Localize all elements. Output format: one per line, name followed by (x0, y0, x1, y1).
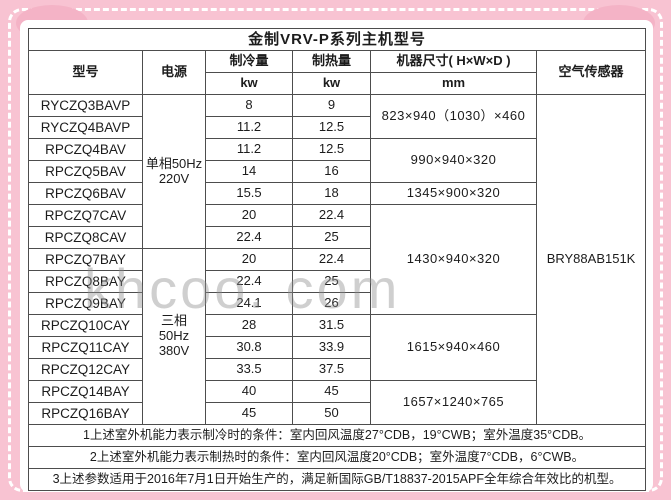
cooling-cell: 15.5 (205, 182, 293, 205)
model-cell: RPCZQ16BAY (28, 402, 143, 425)
table-row: RPCZQ6BAV 15.5 18 1345×900×320 (28, 182, 646, 205)
heating-cell: 16 (292, 160, 371, 183)
heating-cell: 45 (292, 380, 371, 403)
model-cell: RPCZQ10CAY (28, 314, 143, 337)
dimensions-cell: 990×940×320 (370, 138, 537, 183)
footnote-2: 2上述室外机能力表示制热时的条件：室内回风温度20°CDB；室外温度7°CDB，… (27, 446, 647, 469)
dimensions-cell: 1615×940×460 (370, 314, 537, 381)
model-cell: RPCZQ12CAY (28, 358, 143, 381)
table-row: RPCZQ9BAY 24.1 26 (28, 292, 646, 315)
model-cell: RPCZQ8CAV (28, 226, 143, 249)
model-cell: RPCZQ9BAY (28, 292, 143, 315)
unit-kw-heating: kw (292, 72, 371, 95)
model-cell: RPCZQ14BAY (28, 380, 143, 403)
model-cell: RPCZQ8BAY (28, 270, 143, 293)
col-header-dimensions: 机器尺寸( H×W×D ) (370, 50, 537, 73)
heating-cell: 12.5 (292, 138, 371, 161)
col-header-model: 型号 (28, 50, 143, 95)
cooling-cell: 20 (205, 204, 293, 227)
dimensions-cell: 1345×900×320 (370, 182, 537, 205)
power-cell-three-phase: 三相 50Hz 380V (142, 248, 206, 425)
heating-cell: 22.4 (292, 204, 371, 227)
col-header-cooling: 制冷量 (205, 50, 293, 73)
footnote-3: 3上述参数适用于2016年7月1日开始生产的，满足新国际GB/T18837-20… (27, 468, 647, 491)
dimensions-cell: 1430×940×320 (370, 204, 537, 315)
col-header-sensor: 空气传感器 (535, 50, 647, 95)
model-cell: RYCZQ3BAVP (28, 94, 143, 117)
model-cell: RPCZQ7BAY (28, 248, 143, 271)
model-cell: RPCZQ6BAV (28, 182, 143, 205)
heating-cell: 25 (292, 226, 371, 249)
cooling-cell: 22.4 (205, 226, 293, 249)
col-header-heating: 制热量 (292, 50, 371, 73)
heating-cell: 50 (292, 402, 371, 425)
heating-cell: 18 (292, 182, 371, 205)
cooling-cell: 45 (205, 402, 293, 425)
heating-cell: 33.9 (292, 336, 371, 359)
table-row: RPCZQ11CAY 30.8 33.9 (28, 336, 646, 359)
page-title: 金制VRV-P系列主机型号 (27, 28, 647, 51)
model-cell: RYCZQ4BAVP (28, 116, 143, 139)
cooling-cell: 11.2 (205, 116, 293, 139)
cooling-cell: 40 (205, 380, 293, 403)
note-row: 3上述参数适用于2016年7月1日开始生产的，满足新国际GB/T18837-20… (27, 468, 647, 491)
cooling-cell: 8 (205, 94, 293, 117)
heating-cell: 37.5 (292, 358, 371, 381)
footnote-1: 1上述室外机能力表示制冷时的条件：室内回风温度27°CDB，19°CWB；室外温… (27, 424, 647, 447)
power-cell-single-phase: 单相50Hz 220V (142, 94, 206, 249)
heating-cell: 12.5 (292, 116, 371, 139)
note-row: 2上述室外机能力表示制热时的条件：室内回风温度20°CDB；室外温度7°CDB，… (27, 446, 647, 469)
cooling-cell: 20 (205, 248, 293, 271)
table-row: RYCZQ3BAVP 单相50Hz 220V 8 9 823×940（1030）… (28, 94, 647, 425)
cooling-cell: 24.1 (205, 292, 293, 315)
cooling-cell: 28 (205, 314, 293, 337)
table-row: RPCZQ10CAY 28 31.5 1615×940×460 (28, 314, 646, 381)
heating-cell: 9 (292, 94, 371, 117)
model-cell: RPCZQ7CAV (28, 204, 143, 227)
dimensions-cell: 1657×1240×765 (370, 380, 537, 425)
heating-cell: 25 (292, 270, 371, 293)
spec-table: 金制VRV-P系列主机型号 型号 电源 制冷量 制热量 机器尺寸( H×W×D … (27, 28, 647, 491)
cooling-cell: 14 (205, 160, 293, 183)
content-panel: 金制VRV-P系列主机型号 型号 电源 制冷量 制热量 机器尺寸( H×W×D … (20, 20, 653, 492)
table-row: RPCZQ12CAY 33.5 37.5 (28, 358, 646, 381)
cooling-cell: 22.4 (205, 270, 293, 293)
sensor-cell: BRY88AB151K (535, 94, 647, 425)
table-row: RPCZQ8CAV 22.4 25 (28, 226, 646, 249)
heating-cell: 31.5 (292, 314, 371, 337)
table-row: RPCZQ16BAY 45 50 (28, 402, 646, 425)
col-header-power: 电源 (142, 50, 206, 95)
model-cell: RPCZQ4BAV (28, 138, 143, 161)
cooling-cell: 30.8 (205, 336, 293, 359)
heating-cell: 26 (292, 292, 371, 315)
cooling-cell: 33.5 (205, 358, 293, 381)
unit-mm: mm (370, 72, 537, 95)
model-cell: RPCZQ5BAV (28, 160, 143, 183)
heating-cell: 22.4 (292, 248, 371, 271)
cooling-cell: 11.2 (205, 138, 293, 161)
model-cell: RPCZQ11CAY (28, 336, 143, 359)
unit-kw-cooling: kw (205, 72, 293, 95)
dimensions-cell: 823×940（1030）×460 (370, 94, 537, 139)
note-row: 1上述室外机能力表示制冷时的条件：室内回风温度27°CDB，19°CWB；室外温… (27, 424, 647, 447)
